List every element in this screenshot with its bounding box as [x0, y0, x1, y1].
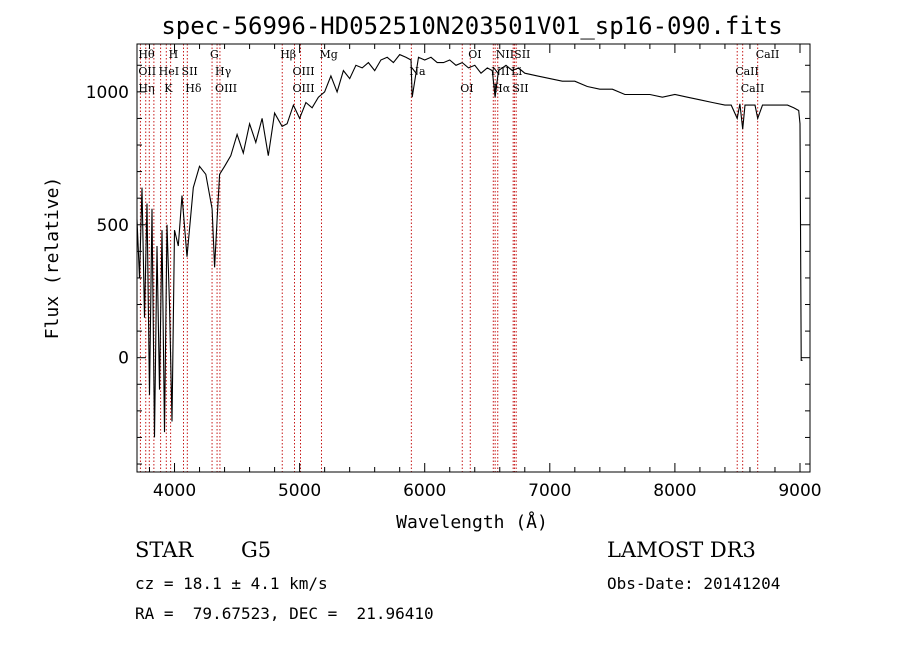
- line-marker-label: SII: [182, 65, 198, 78]
- line-marker-label: OIII: [215, 82, 237, 95]
- line-marker-label: Hη: [138, 82, 154, 95]
- x-axis-label: Wavelength (Å): [396, 511, 548, 533]
- line-marker-label: Hθ: [138, 48, 155, 61]
- y-axis-label: Flux (relative): [42, 177, 63, 340]
- x-tick-label: 6000: [403, 481, 446, 501]
- observation-date: Obs-Date: 20141204: [607, 574, 781, 593]
- spectrum-flux-line: [136, 53, 803, 438]
- line-marker-label: Hβ: [280, 48, 296, 61]
- line-marker-label: H: [169, 48, 179, 61]
- line-marker-label: Li: [511, 65, 522, 78]
- y-tick-label: 500: [97, 216, 129, 236]
- line-marker-label: OIII: [292, 65, 314, 78]
- y-tick-label: 0: [118, 349, 129, 369]
- x-tick-label: 4000: [153, 481, 196, 501]
- object-class: STAR: [135, 538, 194, 562]
- line-marker-label: CaII: [756, 48, 780, 61]
- redshift-info: cz = 18.1 ± 4.1 km/s: [135, 574, 328, 593]
- spectral-line-markers: [139, 44, 759, 472]
- line-marker-label: Hδ: [185, 82, 202, 95]
- x-tick-label: 9000: [778, 481, 821, 501]
- x-tick-label: 8000: [653, 481, 696, 501]
- line-marker-label: OI: [468, 48, 481, 61]
- x-axis-ticks: 4000 5000 6000 7000 8000 9000: [149, 44, 822, 501]
- line-marker-label: OII: [138, 65, 156, 78]
- line-marker-label: NII: [491, 65, 509, 78]
- line-marker-label: Na: [409, 65, 426, 78]
- y-axis-ticks: 0 500 1000: [86, 64, 810, 465]
- line-marker-label: Hγ: [215, 65, 232, 78]
- line-marker-label: OIII: [292, 82, 314, 95]
- x-tick-label: 5000: [278, 481, 321, 501]
- line-marker-label: Mg: [320, 48, 338, 61]
- line-marker-label: SII: [514, 48, 530, 61]
- line-marker-label: HeI: [159, 65, 179, 78]
- plot-frame: [136, 43, 811, 473]
- y-tick-label: 1000: [86, 83, 129, 103]
- line-marker-label: NII: [496, 48, 514, 61]
- object-subclass: G5: [241, 538, 272, 562]
- line-marker-label: CaII: [735, 65, 759, 78]
- x-tick-label: 7000: [528, 481, 571, 501]
- line-marker-label: CaII: [741, 82, 765, 95]
- spectral-line-labels: HθOIIHηHeIKHSIIHδGHγOIIIHβOIIIOIIIMgNaOI…: [138, 48, 779, 95]
- line-marker-label: SII: [512, 82, 528, 95]
- coordinates: RA = 79.67523, DEC = 21.96410: [135, 604, 434, 623]
- line-marker-label: K: [164, 82, 173, 95]
- line-marker-label: OI: [460, 82, 473, 95]
- line-marker-label: Hα: [493, 82, 511, 95]
- survey-name: LAMOST DR3: [607, 538, 756, 562]
- line-marker-label: G: [210, 48, 219, 61]
- chart-title: spec-56996-HD052510N203501V01_sp16-090.f…: [161, 12, 782, 40]
